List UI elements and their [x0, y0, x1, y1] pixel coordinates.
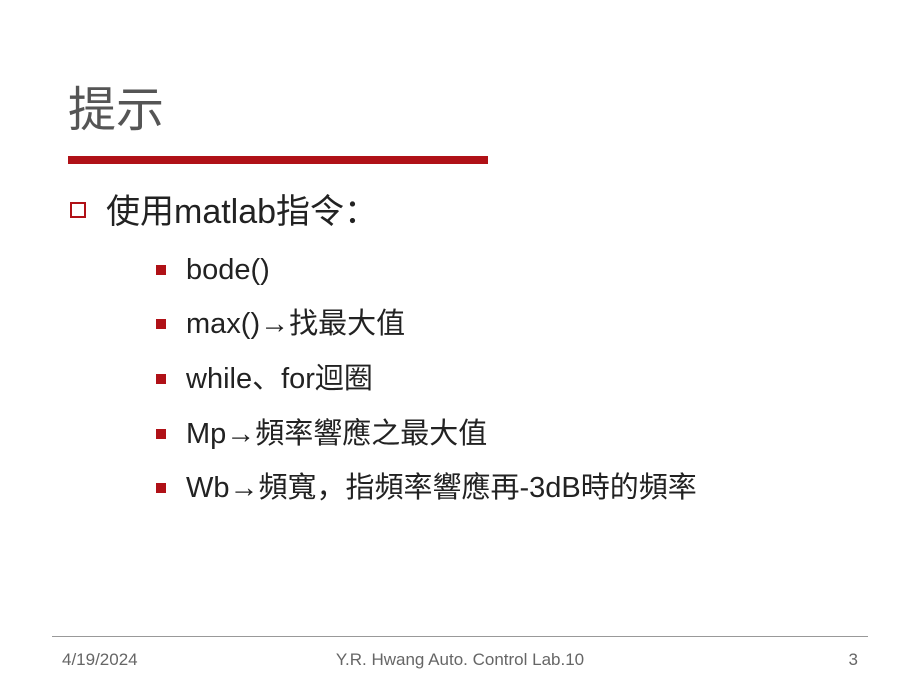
- content-area: 使用matlab指令： bode() max()→找最大值 while、for迴…: [70, 190, 850, 523]
- list-item-level2: Mp→頻率響應之最大值: [156, 414, 850, 455]
- title-block: 提示: [68, 82, 860, 164]
- filled-square-bullet-icon: [156, 483, 166, 493]
- level2-list: bode() max()→找最大值 while、for迴圈 Mp→頻率響應之最大…: [156, 250, 850, 509]
- list-item-level2: max()→找最大值: [156, 304, 850, 345]
- list-item-level2: Wb→頻寬，指頻率響應再-3dB時的頻率: [156, 468, 850, 509]
- square-bullet-icon: [70, 202, 86, 218]
- slide: 提示 使用matlab指令： bode() max()→找最大值 while、f…: [0, 0, 920, 690]
- level2-text: Wb→頻寬，指頻率響應再-3dB時的頻率: [186, 468, 697, 509]
- level2-text: Mp→頻率響應之最大值: [186, 414, 487, 455]
- level2-text: bode(): [186, 250, 270, 291]
- level2-text: while、for迴圈: [186, 359, 373, 400]
- list-item-level2: bode(): [156, 250, 850, 291]
- filled-square-bullet-icon: [156, 265, 166, 275]
- footer-page-number: 3: [849, 650, 858, 670]
- list-item-level2: while、for迴圈: [156, 359, 850, 400]
- list-item-level1: 使用matlab指令：: [70, 190, 850, 236]
- level1-text: 使用matlab指令：: [106, 190, 378, 236]
- filled-square-bullet-icon: [156, 374, 166, 384]
- filled-square-bullet-icon: [156, 429, 166, 439]
- slide-title: 提示: [68, 82, 860, 152]
- level2-text: max()→找最大值: [186, 304, 405, 345]
- title-underline: [68, 156, 488, 164]
- filled-square-bullet-icon: [156, 319, 166, 329]
- footer-center: Y.R. Hwang Auto. Control Lab.10: [0, 650, 920, 670]
- footer-divider: [52, 636, 868, 637]
